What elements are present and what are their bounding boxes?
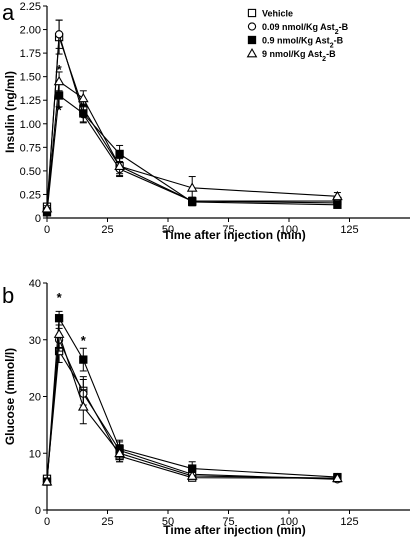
x-tick-label: 50 [162, 516, 174, 528]
data-point [77, 92, 89, 103]
series-0 [42, 339, 342, 483]
data-point [333, 200, 342, 209]
data-point [79, 109, 88, 118]
legend-label: 0.09 nmol/Kg Ast2-B [262, 22, 349, 36]
data-point [77, 401, 89, 411]
y-tick-label: 0.50 [20, 166, 41, 178]
series-line [46, 316, 338, 482]
legend-marker [247, 8, 257, 18]
y-tick-label: 20 [29, 392, 41, 404]
insulin-chart: 0 0.25 0.50 0.75 1.00 1.25 1.50 1.75 2.00 2.25 0 25… [3, 1, 410, 242]
y-tick-label: 30 [29, 335, 41, 347]
y-tick-label: 10 [29, 448, 41, 460]
legend-marker [247, 22, 257, 31]
x-tick-label: 75 [222, 516, 234, 528]
x-tick-label: 0 [44, 224, 50, 236]
y-tick-label: 1.50 [20, 72, 41, 84]
x-tick-label: 100 [280, 224, 298, 236]
series-line [46, 337, 338, 482]
series-line [46, 333, 338, 482]
significance-mark: * [81, 333, 87, 348]
x-tick-label: 50 [162, 224, 174, 236]
y-tick-label: 2.00 [20, 25, 41, 37]
series-line [46, 80, 338, 209]
x-axis-title: Time after injection (min) [163, 228, 305, 242]
x-tick-label: 25 [101, 224, 113, 236]
significance-mark: * [57, 290, 63, 305]
y-tick-label: 40 [29, 278, 41, 290]
legend-label: 0.9 nmol/Kg Ast2-B [262, 36, 344, 50]
x-axis-title: Time after injection (min) [163, 523, 305, 537]
y-tick-label: 0.75 [20, 142, 41, 154]
significance-mark: * [57, 62, 63, 77]
data-point [53, 328, 65, 338]
series-line [46, 34, 338, 211]
x-tick-label: 75 [222, 224, 234, 236]
data-point [332, 190, 343, 201]
panel-b-letter: b [2, 283, 14, 308]
y-axis-title: Glucose (mmol/l) [3, 348, 17, 445]
legend: Vehicle 0.09 nmol/Kg Ast2-B0.9 nmol/Kg As… [246, 8, 349, 63]
legend-label: Vehicle [262, 9, 293, 19]
x-tick-label: 125 [340, 224, 358, 236]
x-tick-label: 25 [101, 516, 113, 528]
y-tick-label: 0 [35, 505, 41, 517]
series-3 [41, 319, 343, 486]
data-point [186, 182, 198, 192]
y-tick-label: 1.25 [20, 95, 41, 107]
x-tick-label: 125 [340, 516, 358, 528]
data-point [54, 30, 64, 39]
legend-marker [246, 47, 258, 58]
data-point [79, 355, 88, 364]
data-point [53, 75, 65, 86]
y-tick-label: 0.25 [20, 189, 41, 201]
data-point [41, 203, 53, 213]
data-point [114, 160, 125, 171]
series-line [46, 349, 338, 479]
y-tick-label: 1.75 [20, 48, 41, 60]
legend-label: 9 nmol/Kg Ast2-B [262, 49, 336, 63]
series-3 [41, 71, 343, 213]
x-tick-label: 0 [44, 516, 50, 528]
legend-marker [247, 35, 257, 45]
data-point [54, 91, 64, 100]
glucose-chart: 0 10 20 30 40 0 25 50 75 100 125 Time after injecti… [3, 278, 410, 537]
y-tick-label: 2.25 [20, 1, 41, 13]
data-point [41, 476, 53, 486]
y-tick-label: 1.00 [20, 119, 41, 131]
data-point [332, 472, 343, 483]
panel-a-letter: a [2, 0, 15, 25]
significance-mark: * [57, 103, 63, 118]
data-point [186, 470, 198, 480]
data-point [114, 447, 125, 458]
x-tick-label: 100 [280, 516, 298, 528]
y-tick-label: 0 [35, 213, 41, 225]
series-line [46, 94, 338, 213]
y-axis-title: Insulin (ng/ml) [3, 71, 17, 153]
